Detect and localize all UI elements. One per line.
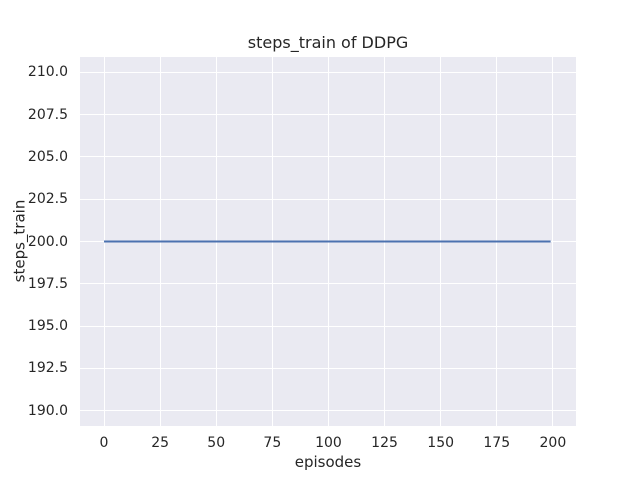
- x-tick-label: 100: [315, 435, 342, 451]
- y-tick-label: 195.0: [27, 318, 68, 335]
- gridline-horizontal: [80, 156, 576, 158]
- y-axis-label: steps_train: [10, 199, 29, 283]
- series-layer: [104, 240, 551, 243]
- y-tick-label: 207.5: [27, 106, 68, 123]
- y-tick-label: 192.5: [27, 360, 68, 377]
- y-tick-label: 200.0: [27, 233, 68, 250]
- y-tick-label: 197.5: [27, 275, 68, 292]
- x-tick-label: 50: [207, 435, 226, 451]
- x-tick-label: 25: [151, 435, 170, 451]
- gridline-horizontal: [80, 410, 576, 412]
- gridline-horizontal: [80, 114, 576, 116]
- gridline-horizontal: [80, 198, 576, 200]
- y-tick-label: 205.0: [27, 148, 68, 165]
- gridline-horizontal: [80, 283, 576, 285]
- y-tick-label: 190.0: [27, 402, 68, 419]
- x-tick-label: 200: [539, 435, 567, 451]
- x-tick-label: 125: [371, 435, 398, 451]
- gridline-horizontal: [80, 367, 576, 369]
- x-tick-label: 150: [427, 435, 455, 451]
- gridline-horizontal: [80, 325, 576, 327]
- y-tick-label: 210.0: [27, 64, 68, 81]
- gridline-horizontal: [80, 71, 576, 73]
- chart-title: steps_train of DDPG: [247, 33, 409, 52]
- x-tick-label: 75: [263, 435, 282, 451]
- y-tick-label: 202.5: [27, 191, 68, 208]
- plot-area: [80, 57, 576, 426]
- x-tick-label: 175: [483, 435, 511, 451]
- x-axis-label: episodes: [294, 453, 362, 471]
- x-tick-label: 0: [99, 435, 109, 451]
